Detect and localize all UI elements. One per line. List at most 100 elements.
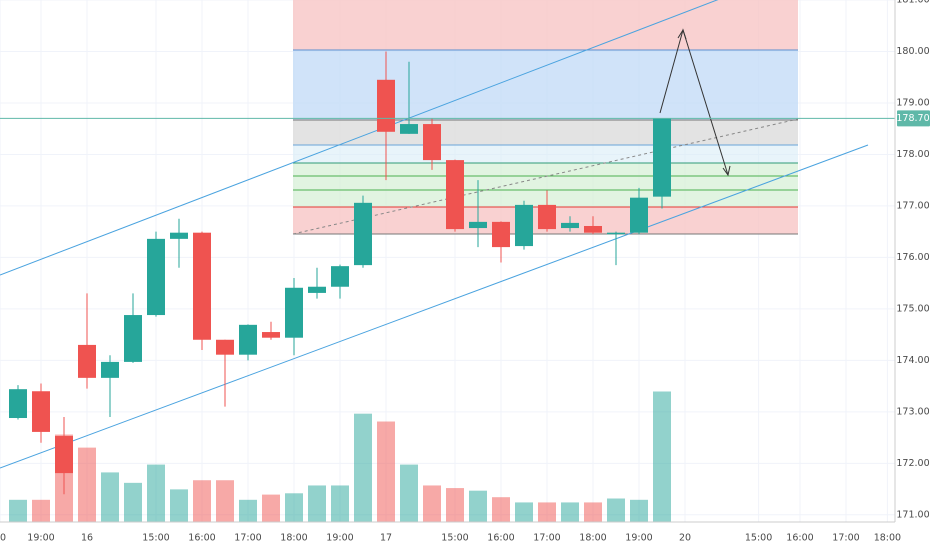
volume-bar xyxy=(262,494,280,522)
candle-body xyxy=(9,389,27,419)
volume-bar xyxy=(469,490,487,522)
candles xyxy=(9,51,671,495)
y-tick-label: 179.00 xyxy=(896,97,929,108)
volume-bar xyxy=(377,421,395,522)
candle-body xyxy=(331,266,349,287)
candle-body xyxy=(32,391,50,432)
x-tick-label: 17:00 xyxy=(234,533,261,544)
volume-bar xyxy=(124,482,142,522)
y-tick-label: 178.00 xyxy=(896,149,929,160)
x-tick-label: 17 xyxy=(380,533,392,544)
x-tick-label: 17:00 xyxy=(832,533,859,544)
candle-body xyxy=(78,344,96,378)
y-tick-label: 174.00 xyxy=(896,355,929,366)
x-tick-label: 16 xyxy=(81,533,93,544)
y-tick-label: 176.00 xyxy=(896,252,929,263)
volume-bar xyxy=(400,464,418,522)
candle-body xyxy=(538,204,556,230)
candle-body xyxy=(400,124,418,134)
candle-body xyxy=(630,197,648,233)
candle-body xyxy=(469,221,487,229)
volume-bar xyxy=(584,502,602,522)
x-tick-label: 16:00 xyxy=(786,533,813,544)
candle-body xyxy=(653,118,671,197)
x-tick-label: 19:00 xyxy=(326,533,353,544)
arrow-head xyxy=(677,28,687,40)
volume-bar xyxy=(354,413,372,522)
volume-bar xyxy=(216,480,234,522)
volume-bar xyxy=(308,485,326,522)
volume-bar xyxy=(561,502,579,522)
candle-body xyxy=(377,79,395,132)
candle-body xyxy=(492,221,510,248)
y-tick-label: 173.00 xyxy=(896,406,929,417)
candle-body xyxy=(354,202,372,266)
y-tick-label: 171.00 xyxy=(896,509,929,520)
x-tick-label: 15:00 xyxy=(745,533,772,544)
candle-body xyxy=(308,286,326,293)
volume-bar xyxy=(423,485,441,522)
x-tick-label: 19:00 xyxy=(27,533,54,544)
candle-body xyxy=(124,315,142,362)
projection-arrows xyxy=(659,28,731,177)
channel-mid xyxy=(292,118,799,235)
candle-body xyxy=(561,222,579,229)
candle-body xyxy=(423,124,441,161)
volume-bar xyxy=(515,502,533,522)
candle-body xyxy=(55,436,73,474)
channel xyxy=(0,0,869,469)
volume-bar xyxy=(101,472,119,522)
volume xyxy=(9,391,671,522)
volume-bar xyxy=(239,499,257,522)
candle-body xyxy=(446,160,464,230)
zone-green xyxy=(293,163,798,207)
volume-bar xyxy=(285,493,303,522)
candle-body xyxy=(193,232,211,340)
zone-red-top xyxy=(293,0,798,50)
arrow-head xyxy=(722,165,731,177)
candle-body xyxy=(239,324,257,355)
candle-body xyxy=(515,204,533,247)
candle-body xyxy=(170,232,188,239)
candle-body xyxy=(147,238,165,316)
x-tick-label: 16:00 xyxy=(487,533,514,544)
last-price-box xyxy=(897,110,930,127)
volume-bar xyxy=(170,489,188,522)
y-tick-label: 175.00 xyxy=(896,303,929,314)
last-price-label: 178.70 xyxy=(896,113,929,124)
volume-bar xyxy=(331,485,349,522)
volume-bar xyxy=(492,497,510,522)
candle-body xyxy=(101,361,119,378)
x-tick-label: 18:00 xyxy=(579,533,606,544)
x-tick-label: 15:00 xyxy=(441,533,468,544)
volume-bar xyxy=(193,480,211,522)
volume-bar xyxy=(446,488,464,522)
volume-bar xyxy=(538,502,556,522)
y-tick-label: 181.00 xyxy=(896,0,929,6)
y-tick-label: 177.00 xyxy=(896,200,929,211)
x-tick-label: 15:00 xyxy=(142,533,169,544)
candle-body xyxy=(607,232,625,235)
volume-bar xyxy=(78,447,96,522)
x-tick-label: 17:00 xyxy=(533,533,560,544)
volume-bar xyxy=(630,499,648,522)
volume-bar xyxy=(653,391,671,522)
price-axis-bg xyxy=(895,0,932,550)
volume-bar xyxy=(607,498,625,522)
candle-body xyxy=(285,287,303,338)
candle-body xyxy=(216,339,234,355)
zone-grey xyxy=(293,120,798,145)
volume-bar xyxy=(32,499,50,522)
x-tick-label: 18:00 xyxy=(874,533,901,544)
volume-bar xyxy=(147,464,165,522)
candle-body xyxy=(584,225,602,233)
x-tick-label: 0 xyxy=(0,533,6,544)
x-tick-label: 19:00 xyxy=(625,533,652,544)
x-tick-label: 18:00 xyxy=(280,533,307,544)
candle-body xyxy=(262,332,280,338)
zone-lightblue xyxy=(293,145,798,163)
x-tick-label: 16:00 xyxy=(188,533,215,544)
